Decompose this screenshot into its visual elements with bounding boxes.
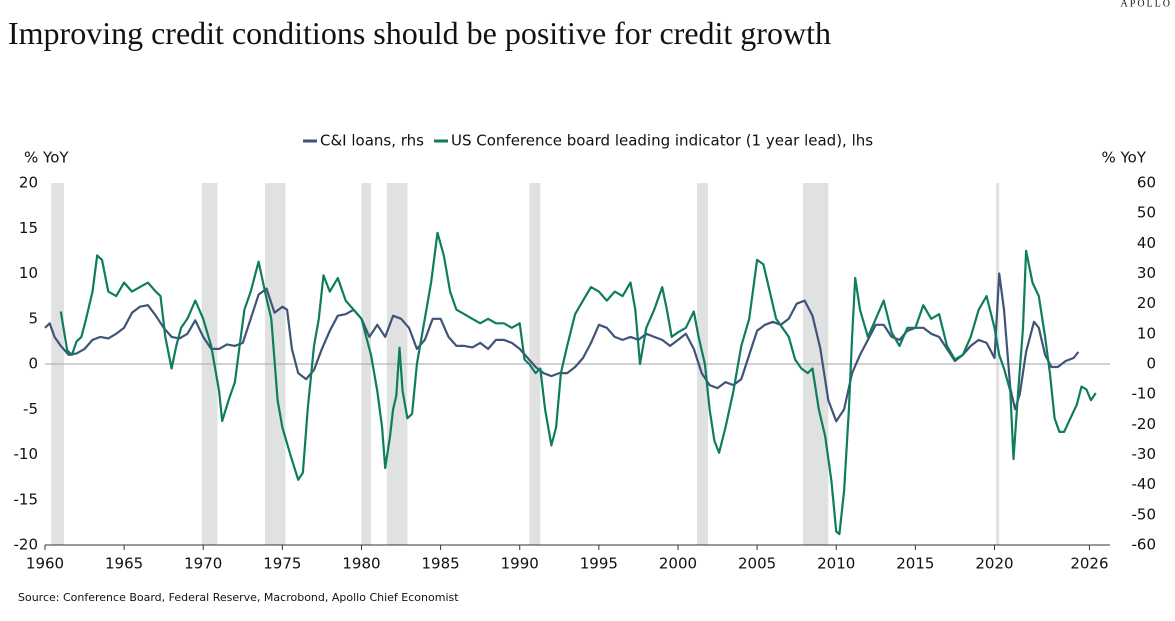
x-tick-label: 1995 — [580, 555, 618, 573]
y2-tick-label: -20 — [1132, 415, 1157, 433]
legend-label: C&I loans, rhs — [320, 132, 424, 150]
chart-title: Improving credit conditions should be po… — [8, 15, 831, 51]
y2-tick-label: 50 — [1137, 204, 1156, 222]
x-tick-label: 2005 — [738, 555, 776, 573]
source: Source: Conference Board, Federal Reserv… — [18, 591, 459, 604]
x-tick-label: 1985 — [422, 555, 460, 573]
x-tick-label: 1990 — [501, 555, 539, 573]
series-line — [59, 231, 1097, 536]
y2-tick-label: 40 — [1137, 234, 1156, 252]
y2-tick-label: -60 — [1132, 536, 1157, 554]
brand: APOLLO — [1121, 0, 1172, 9]
y2-tick-label: -30 — [1132, 445, 1157, 463]
series-line — [44, 272, 1080, 423]
y2-tick-label: 30 — [1137, 264, 1156, 282]
x-tick-label: 2015 — [896, 555, 934, 573]
y2-tick-label: -40 — [1132, 475, 1157, 493]
y-axis-label: % YoY — [24, 149, 69, 167]
y-tick-label: -15 — [14, 490, 39, 508]
legend-label: US Conference board leading indicator (1… — [451, 132, 873, 150]
x-tick-label: 1975 — [263, 555, 301, 573]
y2-tick-label: 20 — [1137, 294, 1156, 312]
x-tick-label: 1970 — [184, 555, 222, 573]
legend: C&I loans, rhs US Conference board leadin… — [303, 132, 873, 150]
y2-tick-label: 60 — [1137, 174, 1156, 192]
x-tick-label: 2000 — [659, 555, 697, 573]
x-tick-label: 2010 — [817, 555, 855, 573]
x-tick-label: 1965 — [105, 555, 143, 573]
y-tick-label: 0 — [28, 355, 38, 373]
y2-tick-label: -50 — [1132, 505, 1157, 523]
y-tick-label: -10 — [14, 445, 39, 463]
y2-axis-label: % YoY — [1101, 149, 1146, 167]
y-tick-label: 15 — [19, 219, 38, 237]
y-tick-label: -5 — [23, 400, 38, 418]
y-tick-label: -20 — [14, 536, 39, 554]
x-tick-label: 1980 — [342, 555, 380, 573]
y-tick-label: 20 — [19, 174, 38, 192]
y-tick-label: 5 — [28, 309, 38, 327]
y-tick-label: 10 — [19, 264, 38, 282]
y2-tick-label: 0 — [1146, 355, 1156, 373]
x-tick-label: 2020 — [975, 555, 1013, 573]
x-tick-label: 2026 — [1070, 555, 1108, 573]
y2-tick-label: 10 — [1137, 324, 1156, 342]
y2-tick-label: -10 — [1132, 385, 1157, 403]
x-tick-label: 1960 — [26, 555, 64, 573]
